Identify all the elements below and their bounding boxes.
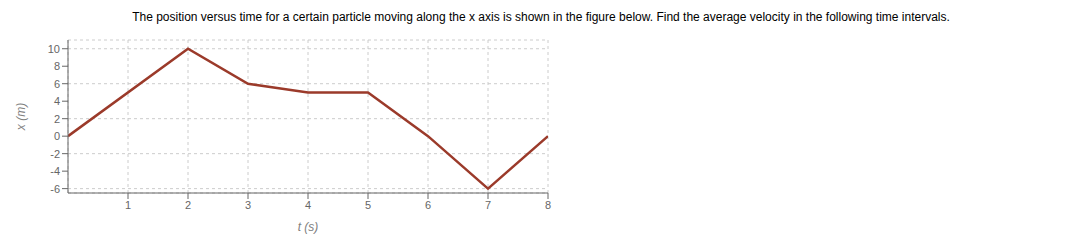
svg-text:10: 10 (48, 43, 60, 55)
svg-text:0: 0 (54, 130, 60, 142)
svg-text:-4: -4 (50, 165, 60, 177)
svg-text:3: 3 (245, 199, 251, 211)
svg-text:8: 8 (54, 60, 60, 72)
svg-text:7: 7 (485, 199, 491, 211)
svg-text:6: 6 (425, 199, 431, 211)
svg-text:t (s): t (s) (298, 220, 319, 234)
svg-text:6: 6 (54, 78, 60, 90)
svg-text:4: 4 (305, 199, 311, 211)
svg-text:2: 2 (185, 199, 191, 211)
html-text:The position versus time for a: The position versus time for a certain p… (132, 10, 950, 24)
svg-text:-2: -2 (50, 148, 60, 160)
svg-text:4: 4 (54, 95, 60, 107)
svg-text:-6: -6 (50, 183, 60, 195)
svg-text:x (m): x (m) (14, 103, 28, 131)
svg-text:8: 8 (545, 199, 551, 211)
svg-text:1: 1 (125, 199, 131, 211)
svg-text:2: 2 (54, 113, 60, 125)
svg-text:5: 5 (365, 199, 371, 211)
